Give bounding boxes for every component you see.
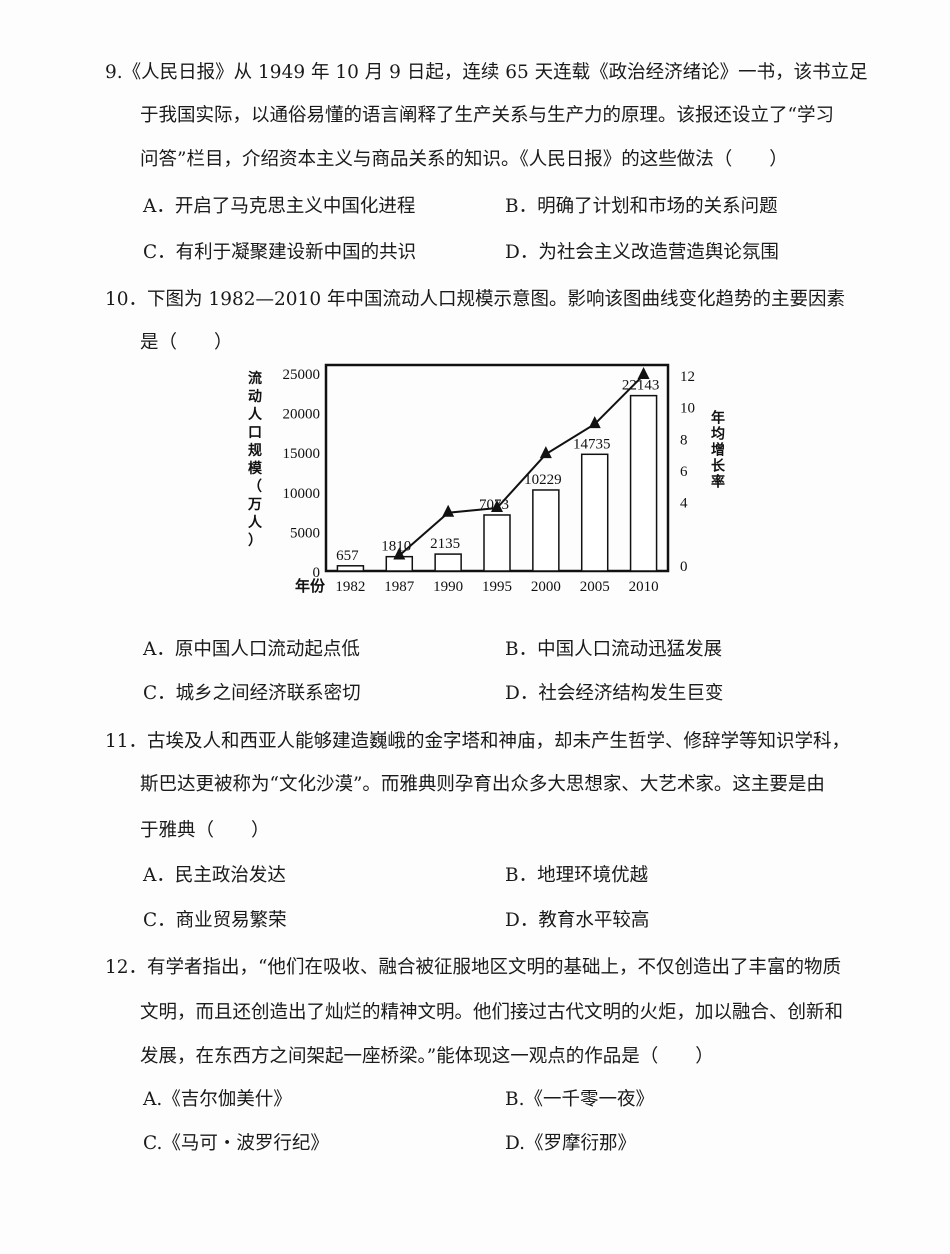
x-tick-label: 2010 xyxy=(629,579,659,595)
question-text-line: 文明，而且还创造出了灿烂的精神文明。他们接过古代文明的火炬，加以融合、创新和 xyxy=(140,1002,844,1023)
answer-option-A[interactable]: A.《吉尔伽美什》 xyxy=(143,1089,292,1110)
y-axis-label: 动 xyxy=(248,388,262,405)
answer-option-C[interactable]: C．城乡之间经济联系密切 xyxy=(143,683,361,704)
triangle-marker xyxy=(588,416,601,429)
y2-tick-label: 6 xyxy=(680,464,688,480)
answer-option-D[interactable]: D．为社会主义改造营造舆论氛围 xyxy=(505,242,779,263)
bar-value-label: 14735 xyxy=(573,436,611,452)
y2-tick-label: 0 xyxy=(680,559,688,575)
answer-option-D[interactable]: D.《罗摩衍那》 xyxy=(505,1133,637,1154)
answer-option-D[interactable]: D．社会经济结构发生巨变 xyxy=(505,683,724,704)
bar xyxy=(532,489,560,572)
x-tick-label: 1987 xyxy=(384,579,415,595)
question-text-line: 发展，在东西方之间架起一座桥梁。”能体现这一观点的作品是（ ） xyxy=(140,1046,714,1067)
y-axis-label: （ xyxy=(248,479,262,495)
y2-axis-label: 年均增长率 xyxy=(709,410,725,490)
floating-population-chart: 0 5000 10000 15000 20000 25000 0 4 6 8 10 12 年份 1982 6… xyxy=(247,363,695,595)
triangle-marker xyxy=(491,500,503,512)
answer-option-B[interactable]: B．地理环境优越 xyxy=(505,865,649,886)
answer-option-B[interactable]: B.《一千零一夜》 xyxy=(505,1089,654,1110)
y-tick-label: 20000 xyxy=(283,407,321,423)
y2-tick-label: 12 xyxy=(680,369,695,385)
x-tick-label: 1995 xyxy=(482,579,512,595)
x-tick-label: 2005 xyxy=(580,579,610,595)
question-text-line: 11．古埃及人和西亚人能够建造巍峨的金字塔和神庙，却未产生哲学、修辞学等知识学科… xyxy=(105,731,851,752)
question-text-line: 12．有学者指出，“他们在吸收、融合被征服地区文明的基础上，不仅创造出了丰富的物… xyxy=(105,957,842,978)
question-text-line: 斯巴达更被称为“文化沙漠”。而雅典则孕育出众多大思想家、大艺术家。这主要是由 xyxy=(140,774,825,795)
bar-value-label: 1810 xyxy=(381,539,411,555)
question-text-line: 9.《人民日报》从 1949 年 10 月 9 日起，连续 65 天连载《政治经… xyxy=(105,62,868,83)
answer-option-B[interactable]: B．明确了计划和市场的关系问题 xyxy=(505,196,778,217)
triangle-marker xyxy=(637,367,650,379)
y-tick-label: 25000 xyxy=(283,367,321,383)
y-axis-label: 万 xyxy=(247,497,262,513)
answer-option-A[interactable]: A．原中国人口流动起点低 xyxy=(143,639,360,660)
question-text-line: 10．下图为 1982—2010 年中国流动人口规模示意图。影响该图曲线变化趋势… xyxy=(105,289,845,310)
bar xyxy=(434,553,462,572)
answer-option-A[interactable]: A．开启了马克思主义中国化进程 xyxy=(143,196,416,217)
x-tick-label: 2000 xyxy=(531,579,561,595)
answer-option-A[interactable]: A．民主政治发达 xyxy=(143,865,286,886)
question-text-line: 于雅典（ ） xyxy=(140,820,270,841)
question-text-line: 问答”栏目，介绍资本主义与商品关系的知识。《人民日报》的这些做法（ ） xyxy=(140,149,788,170)
y-axis-label: 模 xyxy=(248,460,263,477)
y2-tick-label: 10 xyxy=(680,401,695,417)
bar xyxy=(580,453,609,572)
x-tick-label: 1990 xyxy=(433,579,463,595)
answer-option-C[interactable]: C．商业贸易繁荣 xyxy=(143,910,287,931)
triangle-marker xyxy=(442,504,455,517)
y-axis-label: 口 xyxy=(248,426,262,441)
y-axis-label: 人 xyxy=(248,406,263,423)
bar-value-label: 10229 xyxy=(524,472,562,488)
y-axis-label: 规 xyxy=(248,443,262,459)
question-text-line: 于我国实际，以通俗易懂的语言阐释了生产关系与生产力的原理。该报还设立了“学习 xyxy=(140,105,834,126)
y-axis-label: ） xyxy=(248,533,262,549)
y2-tick-label: 4 xyxy=(680,496,688,512)
y-axis-label: 人 xyxy=(248,514,263,531)
growth-rate-line xyxy=(398,374,645,557)
bar xyxy=(629,394,658,572)
answer-option-B[interactable]: B．中国人口流动迅猛发展 xyxy=(505,639,723,660)
question-text-line: 是（ ） xyxy=(140,332,233,353)
bar-value-label: 22143 xyxy=(622,378,660,394)
y-tick-label: 0 xyxy=(313,565,321,581)
answer-option-C[interactable]: C．有利于凝聚建设新中国的共识 xyxy=(143,242,417,263)
x-axis-prefix: 年份 xyxy=(295,577,326,595)
bar xyxy=(483,514,511,572)
triangle-marker xyxy=(393,547,406,560)
answer-option-C[interactable]: C.《马可・波罗行纪》 xyxy=(143,1133,329,1154)
triangle-marker xyxy=(539,446,552,459)
y-tick-label: 10000 xyxy=(283,486,321,502)
bar-value-label: 2135 xyxy=(430,536,460,552)
y-tick-label: 5000 xyxy=(290,525,320,541)
answer-option-D[interactable]: D．教育水平较高 xyxy=(505,910,650,931)
bar-value-label: 657 xyxy=(336,548,359,564)
bar xyxy=(336,565,365,572)
y-tick-label: 15000 xyxy=(283,446,321,462)
x-tick-label: 1982 xyxy=(335,579,365,595)
y-axis-label: 流 xyxy=(248,370,262,387)
y2-tick-label: 8 xyxy=(680,432,688,448)
